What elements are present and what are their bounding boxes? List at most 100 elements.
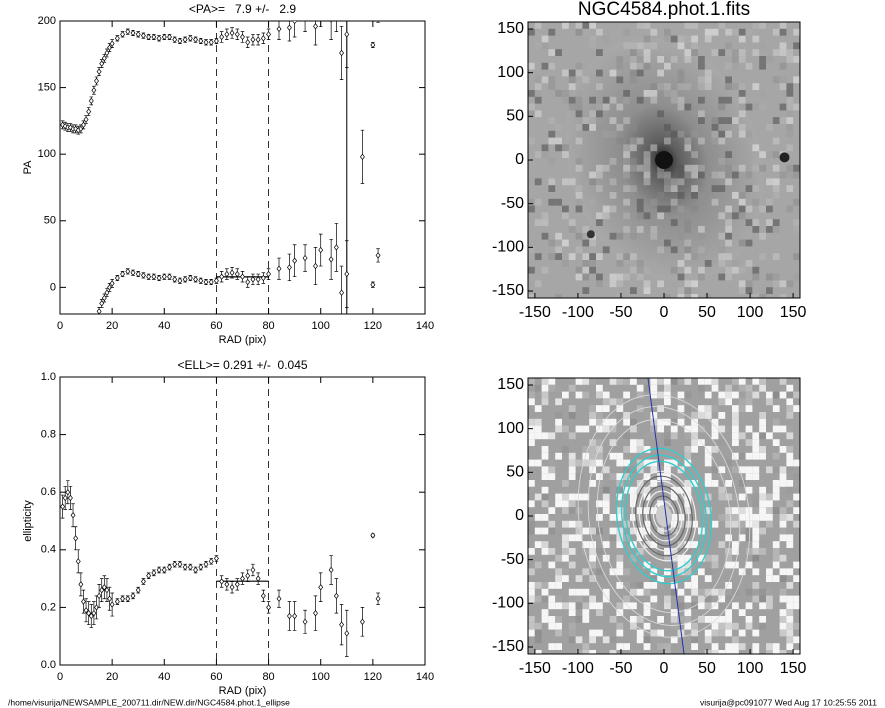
noise-pixel xyxy=(643,266,651,274)
noise-pixel xyxy=(596,219,603,226)
fit-ellipse xyxy=(620,454,708,578)
residual-pixel xyxy=(602,636,610,644)
noise-pixel xyxy=(698,232,705,240)
residual-pixel xyxy=(541,391,549,399)
data-point xyxy=(219,273,225,280)
noise-pixel xyxy=(548,239,556,247)
residual-pixel xyxy=(677,561,685,569)
x-tick-label: 0 xyxy=(660,660,669,677)
residual-pixel xyxy=(772,507,780,514)
residual-pixel xyxy=(793,473,800,480)
residual-pixel xyxy=(725,425,732,433)
noise-pixel xyxy=(772,253,780,260)
noise-pixel xyxy=(630,232,637,240)
noise-pixel xyxy=(691,205,698,213)
noise-pixel xyxy=(630,158,637,165)
residual-pixel xyxy=(800,541,807,548)
noise-pixel xyxy=(725,226,732,233)
residual-pixel xyxy=(732,507,739,514)
residual-pixel xyxy=(589,629,596,637)
noise-pixel xyxy=(616,124,624,131)
y-tick-label: -50 xyxy=(501,551,524,568)
noise-pixel xyxy=(541,232,549,240)
residual-pixel xyxy=(630,616,637,623)
residual-pixel xyxy=(664,459,671,467)
noise-pixel xyxy=(759,90,766,97)
residual-pixel xyxy=(691,480,698,487)
residual-pixel xyxy=(650,575,658,582)
residual-pixel xyxy=(772,650,780,654)
noise-pixel xyxy=(738,287,746,294)
data-point xyxy=(156,274,162,282)
noise-pixel xyxy=(677,192,685,199)
residual-pixel xyxy=(609,514,617,521)
residual-pixel xyxy=(568,493,576,501)
data-point xyxy=(240,575,245,582)
noise-pixel xyxy=(575,198,583,206)
error-bar xyxy=(71,365,75,373)
residual-pixel xyxy=(528,588,535,596)
noise-pixel xyxy=(684,22,692,29)
residual-pixel xyxy=(664,541,671,548)
noise-pixel xyxy=(718,212,726,220)
noise-pixel xyxy=(732,62,739,70)
noise-pixel xyxy=(555,232,562,240)
residual-pixel xyxy=(616,486,624,494)
residual-pixel xyxy=(568,466,576,474)
noise-pixel xyxy=(677,171,685,179)
residual-pixel xyxy=(664,643,671,650)
noise-pixel xyxy=(616,280,624,288)
noise-pixel xyxy=(548,158,556,165)
residual-pixel xyxy=(575,473,583,480)
residual-pixel xyxy=(711,650,719,654)
residual-pixel xyxy=(657,527,664,535)
data-point xyxy=(81,121,86,129)
noise-pixel xyxy=(745,219,753,226)
x-tick-label: -50 xyxy=(609,660,632,677)
noise-pixel xyxy=(738,35,746,43)
residual-pixel xyxy=(562,602,569,610)
residual-pixel xyxy=(691,520,698,528)
noise-pixel xyxy=(752,287,760,294)
residual-pixel xyxy=(623,432,630,440)
residual-pixel xyxy=(609,650,617,654)
residual-pixel xyxy=(636,527,644,535)
noise-pixel xyxy=(718,260,726,267)
data-point xyxy=(213,555,219,562)
x-tick-label: 100 xyxy=(737,304,764,321)
residual-pixel xyxy=(555,425,562,433)
error-bar xyxy=(329,21,333,40)
residual-pixel xyxy=(609,418,617,426)
noise-pixel xyxy=(800,22,807,29)
residual-pixel xyxy=(745,616,753,623)
residual-pixel xyxy=(786,568,794,576)
error-bar xyxy=(74,365,78,373)
noise-pixel xyxy=(711,185,719,192)
residual-pixel xyxy=(528,622,535,630)
data-point xyxy=(375,252,381,259)
noise-pixel xyxy=(596,171,603,179)
noise-pixel xyxy=(725,239,732,247)
noise-pixel xyxy=(718,96,726,104)
residual-pixel xyxy=(800,419,807,426)
residual-pixel xyxy=(596,425,603,433)
noise-pixel xyxy=(793,226,800,233)
noise-pixel xyxy=(725,62,732,70)
data-point xyxy=(198,277,204,284)
residual-pixel xyxy=(800,392,807,399)
residual-pixel xyxy=(745,588,753,596)
x-tick-label: 140 xyxy=(416,671,434,683)
residual-pixel xyxy=(786,446,794,453)
residual-pixel xyxy=(725,582,732,589)
noise-pixel xyxy=(548,76,556,84)
noise-pixel xyxy=(738,266,746,274)
noise-pixel xyxy=(616,253,624,260)
residual-pixel xyxy=(779,514,787,521)
residual-pixel xyxy=(745,534,753,542)
data-point xyxy=(151,569,157,577)
galaxy-core xyxy=(655,151,673,169)
error-bar xyxy=(79,365,83,373)
residual-pixel xyxy=(698,405,705,412)
residual-pixel xyxy=(589,446,596,453)
noise-pixel xyxy=(528,90,535,97)
